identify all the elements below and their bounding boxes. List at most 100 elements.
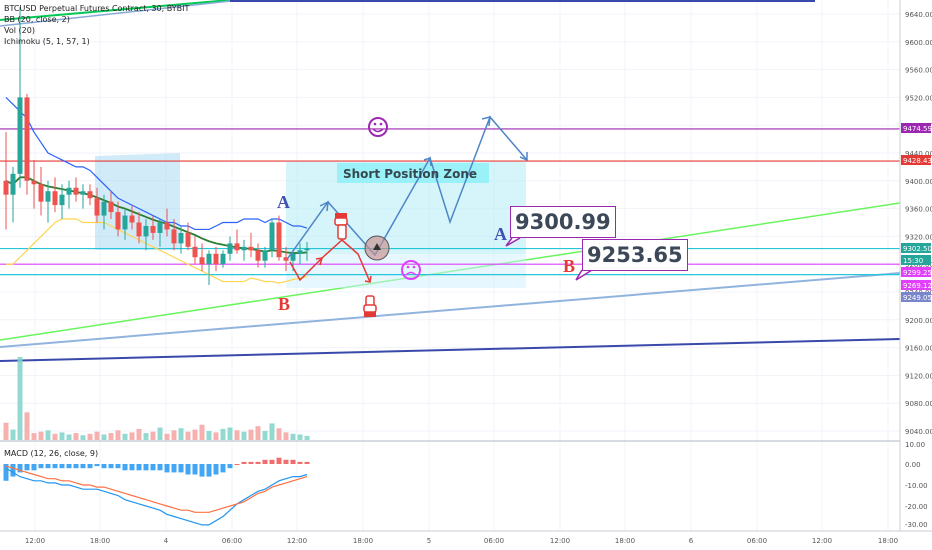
price-tag-label: 9302.50: [903, 245, 932, 253]
macd-histogram-bar: [129, 464, 135, 471]
time-tick-label: 12:00: [25, 537, 45, 545]
time-tick-label: 12:00: [287, 537, 307, 545]
macd-histogram-bar: [199, 464, 205, 477]
macd-histogram-bar: [255, 461, 261, 464]
volume-bar: [220, 428, 226, 440]
candle-body: [31, 180, 37, 185]
macd-histogram-bar: [234, 464, 240, 465]
macd-panel: [3, 457, 310, 526]
price-tick-label: 9320.00: [905, 233, 932, 241]
bb-upper-line: [5, 96, 308, 231]
volume-bar: [24, 412, 30, 440]
volume-bar: [101, 434, 107, 440]
time-tick-label: 06:00: [747, 537, 767, 545]
price-callout-b: 9253.65: [582, 239, 688, 271]
ichimoku-legend: Ichimoku (5, 1, 57, 1): [4, 37, 90, 46]
macd-histogram-bar: [24, 464, 30, 471]
candle-body: [206, 253, 212, 265]
macd-histogram-bar: [38, 464, 44, 469]
candle-body: [157, 222, 163, 233]
volume-bars: [3, 356, 310, 440]
macd-histogram-bar: [80, 464, 86, 469]
candle-body: [150, 225, 156, 233]
macd-histogram-bar: [31, 464, 37, 471]
candle-body: [66, 187, 72, 195]
candle-body: [276, 222, 282, 258]
target-circle-icon: [364, 235, 390, 261]
macd-histogram-bar: [213, 464, 219, 475]
macd-histogram-bar: [227, 464, 233, 469]
price-tick-label: 9560.00: [905, 67, 932, 75]
candle-body: [45, 191, 51, 202]
candle-body: [234, 243, 240, 251]
macd-histogram-bar: [73, 464, 79, 469]
candle-body: [136, 222, 142, 237]
volume-bar: [171, 430, 177, 440]
candle-body: [108, 201, 114, 213]
macd-histogram-bar: [276, 457, 282, 464]
volume-bar: [283, 432, 289, 440]
candle-body: [171, 229, 177, 244]
wave-projection: [287, 115, 528, 283]
time-tick-label: 18:00: [90, 537, 110, 545]
volume-bar: [59, 432, 65, 440]
volume-bar: [94, 431, 100, 440]
price-tags: 9474.59 9428.43 9302.50 15:30 9299.25 9269.12…: [901, 123, 932, 302]
price-tag-label: 9474.59: [903, 125, 932, 133]
candle-body: [80, 191, 86, 195]
price-tag-label: 9249.05: [903, 294, 932, 302]
candle-body: [164, 222, 170, 230]
price-tag-label: 9299.25: [903, 269, 932, 277]
candle-body: [129, 215, 135, 223]
candle-body: [199, 257, 205, 265]
macd-histogram-bar: [66, 464, 72, 469]
price-tag-bg: [901, 243, 931, 253]
frown-icon: [401, 260, 421, 280]
time-tick-label: 06:00: [484, 537, 504, 545]
bb-legend: BB (20, close, 2): [4, 15, 70, 24]
price-tick-label: 9160.00: [905, 345, 932, 353]
vol-legend: Vol (20): [4, 26, 35, 35]
volume-bar: [80, 435, 86, 440]
time-tick-label: 5: [427, 537, 431, 545]
volume-bar: [108, 433, 114, 440]
cloud-and-zone: [95, 153, 526, 288]
price-tick-label: 9440.00: [905, 150, 932, 158]
price-axis: 9640.009600.009560.009520.009480.009440.…: [899, 0, 932, 531]
candle-body: [213, 253, 219, 265]
volume-bar: [31, 433, 37, 440]
price-tag-label: 9428.43: [903, 157, 932, 165]
candle-body: [248, 246, 254, 251]
candle-body: [227, 243, 233, 254]
red-arrowhead-2: [364, 275, 372, 283]
macd-histogram-bar: [206, 464, 212, 477]
volume-bar: [178, 428, 184, 440]
callout-a-tail: [505, 237, 521, 247]
macd-histogram-bar: [143, 464, 149, 471]
chart-grid: [0, 0, 900, 531]
candle-body: [122, 215, 128, 230]
volume-bar: [115, 430, 121, 440]
volume-bar: [241, 431, 247, 440]
blue-top-trendline: [0, 0, 241, 27]
bollinger-bands: [5, 96, 308, 284]
price-tick-label: 9280.00: [905, 261, 932, 269]
macd-tick-label: -30.00: [905, 521, 928, 529]
macd-histogram-bar: [87, 464, 93, 469]
volume-bar: [3, 422, 9, 440]
macd-histogram-bar: [3, 464, 9, 481]
macd-histogram-bar: [115, 464, 121, 469]
candle-body: [17, 97, 23, 174]
time-tick-label: 18:00: [878, 537, 898, 545]
price-tick-label: 9200.00: [905, 317, 932, 325]
blue-arrowhead-1: [319, 200, 329, 212]
candle-body: [143, 225, 149, 237]
macd-signal-line: [5, 465, 308, 513]
candle-body: [52, 191, 58, 206]
volume-bar: [150, 431, 156, 440]
macd-tick-label: 0.00: [905, 461, 921, 469]
macd-histogram-bar: [45, 464, 51, 469]
price-tag-label: 15:30: [903, 257, 923, 265]
callout-b-tail: [575, 269, 593, 281]
